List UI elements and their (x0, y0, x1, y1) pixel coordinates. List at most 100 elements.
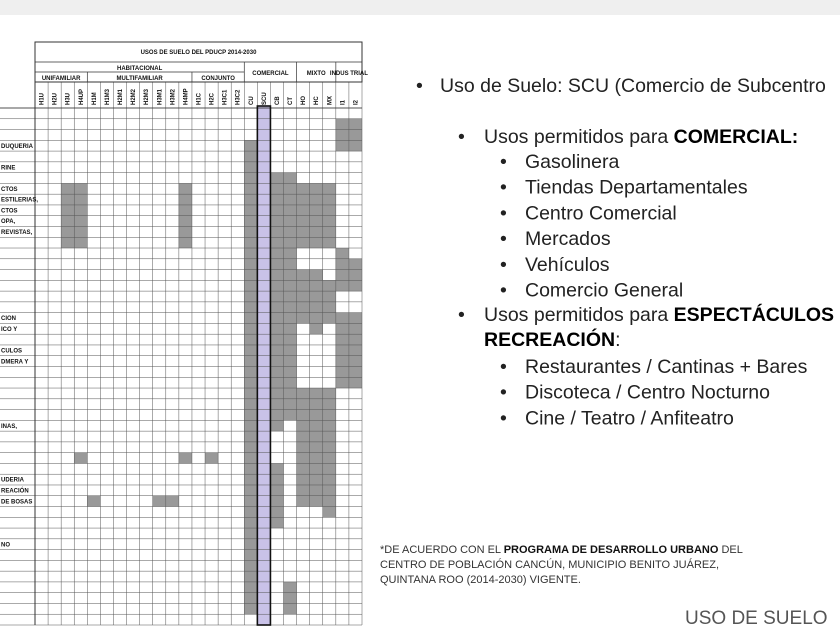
row-label: DMERA Y (1, 359, 28, 365)
shaded-cell (335, 118, 349, 152)
column-code: H2M3 (144, 88, 150, 105)
list-item: Restaurantes / Cantinas + Bares (525, 356, 808, 378)
bullet: • (416, 75, 423, 97)
column-code: H3M2 (170, 88, 176, 105)
column-code: HC (314, 96, 320, 105)
column-code: H1M (92, 92, 98, 105)
bullet: • (458, 304, 465, 326)
row-label: ESTILERIAS, (1, 198, 38, 204)
column-code: H2M2 (131, 88, 137, 105)
list-item: Mercados (525, 228, 611, 250)
shaded-cell (165, 495, 179, 507)
group-header: HABITACIONAL (117, 66, 163, 72)
row-label: RINE (1, 165, 15, 171)
bullet: • (500, 228, 507, 250)
highlight-column (257, 106, 271, 625)
column-code: CU (249, 96, 255, 105)
text: DEL (718, 544, 742, 556)
footnote: *DE ACUERDO CON EL PROGRAMA DE DESARROLL… (380, 544, 743, 556)
column-code: H1M3 (105, 88, 111, 105)
group-header: COMERCIAL (252, 71, 289, 77)
subheading: Usos permitidos para ESPECTÁCULOS (484, 303, 834, 326)
text: Usos permitidos para (484, 304, 674, 326)
column-code: HO (301, 96, 307, 105)
row-label: CION (1, 316, 16, 322)
footer: USO DE SUELO (685, 608, 828, 629)
column-code: H1U (40, 93, 46, 105)
shaded-cell (335, 312, 349, 389)
bold-text: ESPECTÁCULOS (674, 303, 834, 326)
shaded-cell (296, 269, 310, 324)
row-label: ICO Y (1, 327, 17, 333)
subheading: Usos permitidos para COMERCIAL: (484, 126, 798, 148)
shaded-cell (87, 495, 101, 507)
footnote: QUINTANA ROO (2014-2030) VIGENTE. (380, 574, 581, 586)
row-label: INAS, (1, 424, 17, 430)
footnote: CENTRO DE POBLACIÓN CANCÚN, MUNICIPIO BE… (380, 558, 719, 571)
bullet: • (500, 407, 507, 429)
column-code: H3M1 (157, 88, 163, 105)
shaded-cell (309, 388, 323, 507)
bullet: • (500, 280, 507, 302)
bullet: • (500, 356, 507, 378)
column-code: H3U (66, 93, 72, 105)
list-item: Centro Comercial (525, 202, 677, 224)
subgroup-header: MULTIFAMILIAR (117, 76, 164, 82)
bullet: • (500, 254, 507, 276)
group-header: MIXTO (307, 71, 326, 77)
shaded-cell (178, 452, 192, 464)
shaded-cell (348, 118, 362, 152)
shaded-cell (296, 388, 310, 507)
bold-text: RECREACIÓN (484, 327, 615, 351)
list-item: Gasolinera (525, 151, 619, 173)
column-code: H1C (197, 92, 203, 105)
bullet: • (500, 202, 507, 224)
text: : (615, 329, 620, 351)
list-item: Comercio General (525, 280, 683, 302)
table-title: USOS DE SUELO DEL PDUCP 2014-2030 (141, 50, 257, 56)
row-label: DE BOSAS (1, 499, 32, 505)
list-item: Cine / Teatro / Anfiteatro (525, 407, 734, 429)
row-label: REVISTAS, (1, 230, 33, 236)
bullet: • (458, 126, 465, 148)
subgroup-header: UNIFAMILIAR (42, 76, 81, 82)
column-code: H3C1 (223, 89, 229, 105)
column-code: CB (275, 96, 281, 105)
column-code: CT (288, 97, 294, 105)
bold-text: PROGRAMA DE DESARROLLO URBANO (504, 544, 719, 556)
text: *DE ACUERDO CON EL (380, 544, 504, 556)
column-code: MX (327, 96, 333, 105)
column-code: H2C (210, 92, 216, 105)
shaded-cell (152, 495, 166, 507)
row-label: NO (1, 542, 10, 548)
row-label: CTOS (1, 208, 18, 214)
column-code: I2 (353, 99, 359, 105)
row-label: DUQUERIA (1, 144, 34, 150)
row-label: UDERIA (1, 478, 25, 484)
shaded-cell (205, 452, 219, 464)
scu-border (256, 105, 272, 626)
group-header: INDUS TRIAL (330, 71, 368, 77)
shaded-cell (283, 172, 297, 421)
bold-text: COMERCIAL: (674, 126, 799, 148)
row-label: CULOS (1, 348, 22, 354)
subheading-cont: RECREACIÓN: (484, 327, 621, 351)
shaded-cell (348, 312, 362, 389)
column-code: H4UP (79, 89, 85, 105)
row-label: OPA, (1, 219, 16, 225)
bullet: • (500, 151, 507, 173)
shaded-cell (348, 258, 362, 292)
list-item: Discoteca / Centro Nocturno (525, 382, 770, 404)
shaded-cell (283, 581, 297, 615)
column-code: SCU (262, 92, 268, 105)
list-item: Tiendas Departamentales (525, 177, 748, 199)
row-label: CTOS (1, 187, 18, 193)
heading: Uso de Suelo: SCU (Comercio de Subcentro (440, 75, 826, 97)
shaded-cell (74, 452, 88, 464)
subgroup-header: CONJUNTO (201, 76, 235, 82)
text: Usos permitidos para (484, 126, 674, 148)
row-label: REACIÓN (1, 487, 29, 495)
list-item: Vehículos (525, 254, 610, 276)
bullet: • (500, 382, 507, 404)
